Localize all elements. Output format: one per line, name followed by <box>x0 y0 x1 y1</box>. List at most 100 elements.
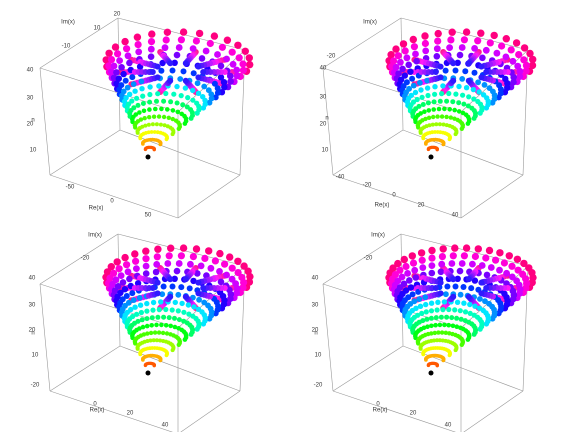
point <box>439 245 447 253</box>
point <box>166 115 171 121</box>
point <box>154 122 159 127</box>
point <box>133 33 142 41</box>
point <box>149 285 156 291</box>
point <box>182 293 189 300</box>
point <box>471 331 477 337</box>
point <box>127 91 133 98</box>
point <box>147 115 152 120</box>
point <box>428 246 436 255</box>
point <box>403 54 411 62</box>
point <box>158 142 163 147</box>
point <box>152 268 160 276</box>
point <box>458 44 466 51</box>
point <box>228 264 236 272</box>
point <box>190 277 197 285</box>
point <box>462 244 471 252</box>
point <box>132 257 140 265</box>
point <box>246 272 254 281</box>
point <box>446 44 453 51</box>
point <box>132 88 138 94</box>
point <box>449 252 457 260</box>
point <box>419 94 425 100</box>
point <box>132 304 138 310</box>
point <box>159 106 164 112</box>
point <box>442 67 449 74</box>
point <box>142 270 150 277</box>
point <box>437 98 443 104</box>
point <box>418 87 424 93</box>
point <box>158 299 164 305</box>
box-edge <box>332 390 456 432</box>
point <box>239 60 247 68</box>
point <box>490 31 498 40</box>
point <box>163 323 169 328</box>
point <box>182 85 189 91</box>
point <box>137 302 144 308</box>
tick-label: 30 <box>312 303 319 309</box>
point <box>146 122 151 127</box>
point <box>161 314 167 320</box>
point <box>214 51 221 58</box>
point <box>447 107 452 112</box>
point <box>134 280 142 287</box>
point <box>433 53 441 60</box>
point <box>156 114 162 119</box>
point <box>168 99 174 105</box>
point <box>221 84 228 91</box>
box-edge <box>402 345 524 392</box>
point <box>387 51 395 59</box>
point <box>110 74 118 82</box>
point <box>460 92 466 98</box>
point <box>460 252 468 260</box>
point <box>149 323 154 328</box>
point <box>156 83 162 89</box>
point <box>437 290 444 297</box>
point <box>119 296 126 303</box>
point <box>456 100 462 106</box>
box-edge <box>177 174 241 219</box>
point <box>467 310 473 316</box>
point <box>123 261 131 269</box>
point <box>180 102 186 108</box>
point <box>211 80 218 87</box>
point <box>526 49 534 58</box>
tick-label: -20 <box>364 256 373 262</box>
point <box>462 68 469 75</box>
point <box>147 99 153 105</box>
point <box>448 28 456 36</box>
point <box>420 102 426 107</box>
point <box>194 110 200 116</box>
point <box>483 69 490 75</box>
point <box>192 245 201 253</box>
point <box>191 304 197 310</box>
point <box>478 74 485 81</box>
point <box>121 286 129 293</box>
point <box>159 59 166 67</box>
point <box>116 57 123 64</box>
point <box>141 108 147 114</box>
point <box>433 315 439 321</box>
point <box>446 306 452 313</box>
point <box>113 80 120 87</box>
point <box>454 324 460 329</box>
point <box>489 315 496 322</box>
point <box>131 250 139 258</box>
point <box>142 247 150 255</box>
point <box>411 298 418 305</box>
point <box>456 267 464 275</box>
point <box>118 64 125 71</box>
point <box>415 312 421 318</box>
point <box>194 80 201 87</box>
point <box>144 308 150 314</box>
point <box>154 290 161 297</box>
point <box>468 285 475 292</box>
point <box>394 259 402 268</box>
point <box>172 315 177 321</box>
point <box>423 301 429 308</box>
point <box>453 132 458 137</box>
tick-label: 0 <box>93 402 97 408</box>
point <box>160 330 166 336</box>
point <box>446 90 452 97</box>
point <box>458 316 464 322</box>
point <box>417 79 423 86</box>
